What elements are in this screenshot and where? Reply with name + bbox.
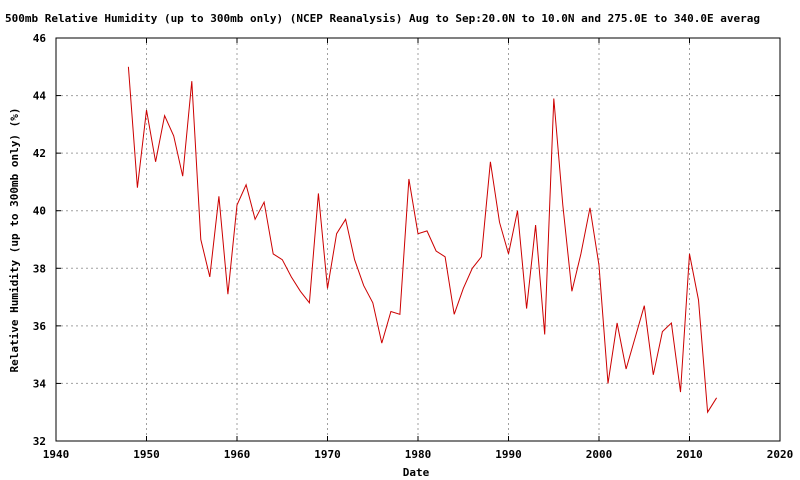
y-tick-label: 44 bbox=[33, 90, 47, 103]
y-tick-label: 36 bbox=[33, 320, 47, 333]
x-tick-labels: 1940 1950 1960 1970 1980 1990 2000 2010 2020 bbox=[43, 448, 794, 461]
x-tick-label: 1960 bbox=[224, 448, 251, 461]
x-tick-label: 2020 bbox=[767, 448, 794, 461]
y-axis-label: Relative Humidity (up to 300mb only) (%) bbox=[8, 108, 21, 373]
y-tick-label: 40 bbox=[33, 205, 46, 218]
y-tick-label: 42 bbox=[33, 147, 46, 160]
x-tick-label: 1940 bbox=[43, 448, 70, 461]
y-tick-label: 34 bbox=[33, 377, 47, 390]
x-tick-label: 1980 bbox=[405, 448, 432, 461]
x-axis-label: Date bbox=[403, 466, 430, 479]
x-tick-label: 1950 bbox=[133, 448, 160, 461]
x-tick-label: 2000 bbox=[586, 448, 613, 461]
y-tick-label: 38 bbox=[33, 262, 46, 275]
series-layer bbox=[127, 66, 718, 414]
x-tick-label: 2010 bbox=[676, 448, 703, 461]
x-tick-label: 1990 bbox=[495, 448, 522, 461]
chart-title: 500mb Relative Humidity (up to 300mb onl… bbox=[5, 12, 760, 25]
grid bbox=[56, 38, 780, 441]
axis-ticks bbox=[55, 37, 781, 442]
x-tick-label: 1970 bbox=[314, 448, 341, 461]
y-tick-label: 32 bbox=[33, 435, 46, 448]
series-line bbox=[127, 66, 718, 414]
y-tick-label: 46 bbox=[33, 32, 47, 45]
y-tick-labels: 32 34 36 38 40 42 44 46 bbox=[33, 32, 47, 448]
